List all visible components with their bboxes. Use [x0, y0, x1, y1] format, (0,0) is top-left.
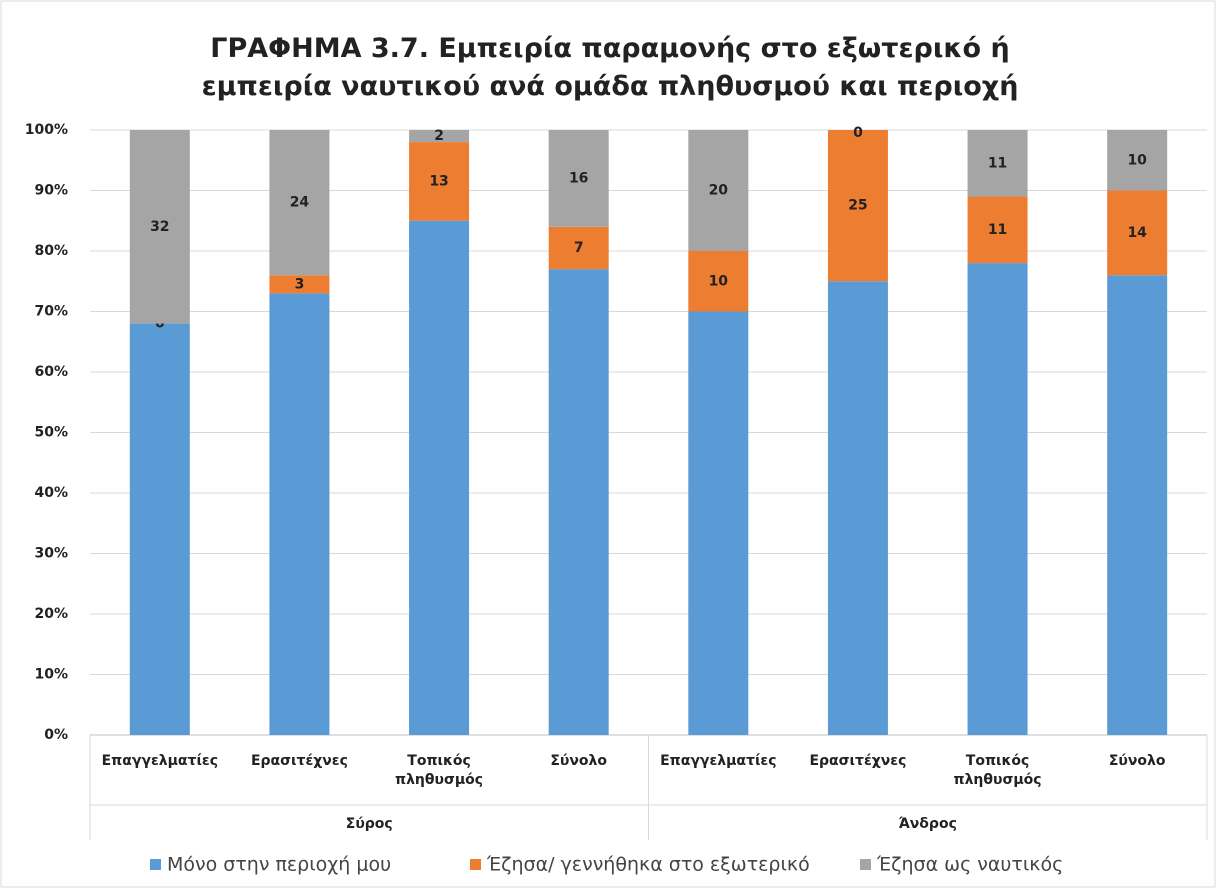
data-label: 10 [709, 273, 729, 289]
bar-segment [688, 251, 749, 312]
legend-swatch [860, 859, 871, 870]
data-label: 32 [150, 219, 169, 235]
y-tick-label: 50% [34, 425, 68, 441]
y-tick-label: 80% [34, 243, 68, 259]
x-tick-label: Σύνολο [1108, 753, 1166, 769]
bar-segment [827, 130, 888, 282]
bar-segment [1107, 190, 1168, 276]
y-tick-label: 60% [34, 364, 68, 380]
bar-segment [548, 226, 609, 270]
y-tick-label: 100% [25, 122, 68, 138]
bar-segment [1107, 130, 1168, 191]
bar-segment [129, 323, 190, 735]
bar-segment [967, 263, 1028, 735]
y-tick-label: 30% [34, 546, 68, 562]
data-label: 25 [848, 198, 867, 214]
bar-segment [269, 130, 330, 276]
bar-segment [548, 269, 609, 735]
data-label: 2 [434, 128, 444, 144]
bar-segment [409, 142, 470, 221]
x-tick-label: Ερασιτέχνες [809, 753, 907, 769]
bar-segment [688, 311, 749, 735]
data-label: 14 [1127, 225, 1147, 241]
bar-segment [129, 130, 190, 324]
bar-segment [1107, 275, 1168, 735]
legend-swatch [150, 859, 161, 870]
data-label: 16 [569, 170, 588, 186]
bar-segment [688, 130, 749, 251]
y-tick-label: 20% [34, 606, 68, 622]
bar-segment [967, 130, 1028, 197]
y-tick-label: 0% [44, 727, 68, 743]
data-label: 11 [988, 155, 1007, 171]
bar-segment [967, 196, 1028, 264]
chart-title: ΓΡΑΦΗΜΑ 3.7. Εμπειρία παραμονής στο εξωτ… [201, 33, 1019, 102]
legend-swatch [470, 859, 481, 870]
x-tick-label: Τοπικός πληθυσμός [395, 753, 484, 788]
x-tick-label: Ερασιτέχνες [250, 753, 348, 769]
data-label: 13 [429, 173, 448, 189]
data-label: 10 [1127, 152, 1147, 168]
bar-segment [269, 293, 330, 735]
y-tick-label: 40% [34, 485, 68, 501]
data-label: 0 [853, 125, 863, 141]
legend-label: Έζησα/ γεννήθηκα στο εξωτερικό [486, 854, 810, 876]
x-tick-label: Επαγγελματίες [101, 753, 218, 769]
legend-label: Έζησα ως ναυτικός [876, 854, 1063, 876]
data-label: 11 [988, 222, 1007, 238]
bar-segment [548, 130, 609, 227]
data-label: 3 [295, 276, 305, 292]
group-label: Σύρος [346, 816, 393, 832]
x-tick-label: Σύνολο [550, 753, 608, 769]
y-tick-label: 70% [34, 304, 68, 320]
group-label: Άνδρος [899, 816, 957, 832]
x-tick-label: Επαγγελματίες [660, 753, 777, 769]
data-label: 20 [709, 183, 729, 199]
y-tick-label: 90% [34, 183, 68, 199]
data-label: 24 [290, 195, 310, 211]
bar-segment [409, 130, 470, 143]
legend-label: Μόνο στην περιοχή μου [167, 854, 391, 876]
bar-segment [827, 281, 888, 735]
x-tick-label: Τοπικός πληθυσμός [953, 753, 1042, 788]
bar-segment [409, 220, 470, 735]
data-label: 7 [574, 240, 584, 256]
bar-segment [269, 275, 330, 294]
y-tick-label: 10% [34, 667, 68, 683]
